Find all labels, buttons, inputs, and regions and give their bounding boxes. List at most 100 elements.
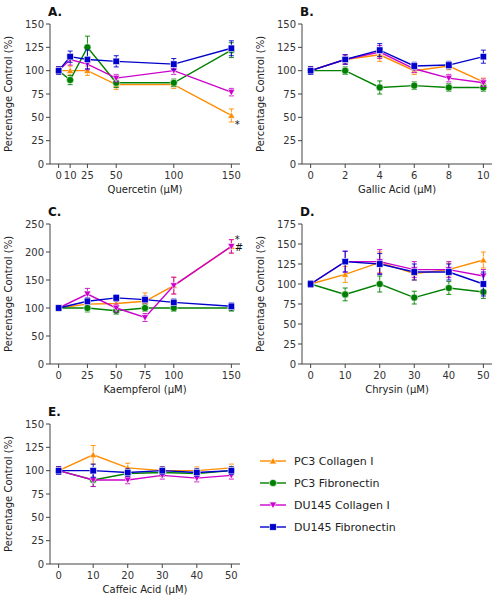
- x-tick: [414, 364, 415, 368]
- y-tick: [46, 47, 50, 48]
- series: [55, 445, 235, 474]
- data-point: [446, 269, 452, 275]
- x-tick-label: 150: [222, 170, 241, 181]
- x-tick-label: 100: [164, 370, 183, 381]
- plot-area: [55, 240, 235, 322]
- y-tick: [298, 344, 302, 345]
- plot-area: [307, 250, 487, 304]
- y-tick: [46, 564, 50, 565]
- x-axis-label: Kaempferol (μM): [103, 384, 186, 395]
- series-line: [311, 50, 484, 71]
- x-tick-label: 40: [442, 370, 455, 381]
- annotation: *: [235, 119, 240, 130]
- x-tick: [345, 164, 346, 168]
- error-bar: [194, 469, 199, 476]
- plot-area: [55, 36, 235, 122]
- error-bar: [160, 467, 165, 474]
- error-bar: [481, 50, 486, 63]
- data-point: [90, 477, 97, 483]
- series: [55, 304, 235, 314]
- error-bar: [56, 67, 61, 74]
- y-tick-label: 250: [25, 219, 44, 230]
- series: [307, 48, 487, 85]
- x-tick: [345, 364, 346, 368]
- error-bar: [481, 272, 486, 296]
- panel: 0501001502002500255075100150Kaempferol (…: [3, 205, 243, 395]
- y-tick-label: 0: [38, 559, 44, 570]
- x-tick-label: 4: [377, 170, 383, 181]
- series: [307, 250, 487, 288]
- x-tick: [58, 364, 59, 368]
- data-point: [228, 112, 235, 118]
- y-tick: [46, 252, 50, 253]
- data-point: [55, 467, 62, 474]
- error-bar: [56, 467, 61, 474]
- y-tick-label: 125: [25, 442, 44, 453]
- series-line: [59, 471, 232, 480]
- series-line: [59, 48, 232, 70]
- y-tick-label: 25: [283, 135, 296, 146]
- data-point: [445, 284, 452, 291]
- series-line: [59, 47, 232, 82]
- x-tick-label: 10: [87, 570, 100, 581]
- y-tick: [46, 364, 50, 365]
- error-bar: [68, 51, 73, 62]
- series-line: [59, 471, 232, 473]
- y-tick: [298, 324, 302, 325]
- y-tick-label: 50: [31, 512, 44, 523]
- panel-title: D.: [300, 205, 315, 219]
- error-bar: [343, 55, 348, 64]
- error-bar: [412, 62, 417, 69]
- error-bar: [85, 298, 90, 305]
- data-point: [55, 68, 62, 74]
- x-axis-label: Quercetin (μM): [108, 184, 183, 195]
- panel-title: E.: [48, 405, 61, 419]
- y-axis-line: [302, 224, 303, 364]
- data-point: [342, 258, 348, 264]
- y-tick: [298, 70, 302, 71]
- data-point: [141, 315, 148, 321]
- y-tick-label: 150: [25, 419, 44, 430]
- error-bar: [114, 56, 119, 67]
- x-tick-label: 10: [64, 170, 77, 181]
- y-tick-label: 50: [283, 112, 296, 123]
- data-point: [142, 296, 148, 302]
- y-axis-label: Percentage Control (%): [3, 236, 14, 352]
- x-tick: [231, 164, 232, 168]
- error-bar: [114, 295, 119, 302]
- x-tick-label: 100: [164, 170, 183, 181]
- series-line: [59, 246, 232, 308]
- error-bar: [56, 67, 61, 74]
- data-point: [228, 467, 235, 474]
- data-point: [84, 291, 91, 297]
- x-tick: [116, 164, 117, 168]
- y-tick: [298, 140, 302, 141]
- error-bar: [85, 50, 90, 69]
- y-tick: [46, 470, 50, 471]
- error-bar: [308, 67, 313, 74]
- data-point: [113, 58, 119, 64]
- x-tick: [93, 564, 94, 568]
- series-line: [59, 246, 232, 317]
- legend-marker: [269, 479, 276, 486]
- error-bar: [446, 62, 451, 69]
- data-point: [376, 47, 382, 53]
- y-tick: [298, 117, 302, 118]
- panel-title: C.: [48, 205, 61, 219]
- x-tick: [414, 164, 415, 168]
- x-tick-label: 0: [55, 570, 61, 581]
- error-bar: [56, 467, 61, 474]
- data-point: [170, 283, 177, 289]
- data-point: [84, 304, 91, 311]
- y-tick: [298, 47, 302, 48]
- data-point: [376, 261, 382, 267]
- data-point: [171, 61, 177, 67]
- y-tick-label: 150: [277, 239, 296, 250]
- data-point: [376, 280, 383, 287]
- error-bar: [160, 467, 165, 474]
- data-point: [55, 67, 62, 74]
- x-tick: [173, 164, 174, 168]
- data-point: [307, 67, 313, 73]
- error-bar: [56, 67, 61, 74]
- error-bar: [308, 281, 313, 287]
